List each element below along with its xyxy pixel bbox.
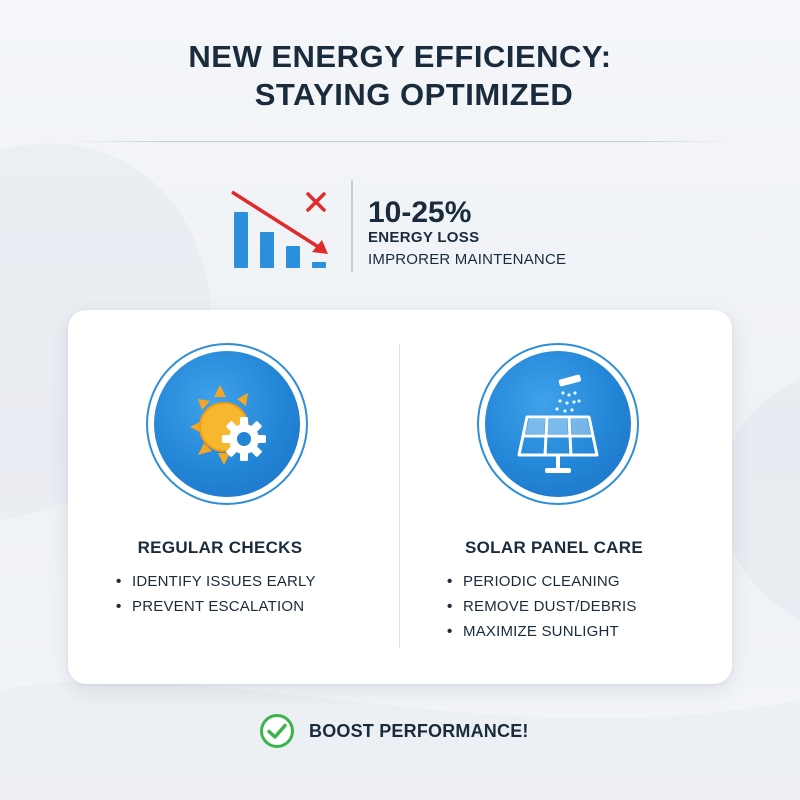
regular-checks-column: REGULAR CHECKS • IDENTIFY ISSUES EARLY • P…: [68, 310, 400, 684]
chart-bar-3: [286, 246, 300, 268]
regular-checks-badge: [146, 343, 308, 505]
chart-bar-1: [234, 212, 248, 268]
solar-panel-care-list: • PERIODIC CLEANING • REMOVE DUST/DEBRIS •…: [447, 573, 637, 648]
solar-panel-cleaning-icon: [485, 351, 631, 497]
water-spray: [555, 391, 580, 412]
title-divider: [70, 141, 730, 142]
declining-bar-chart-icon: [230, 188, 340, 272]
stat-cause: IMPRORER MAINTENANCE: [368, 251, 566, 268]
solar-panel-care-column: SOLAR PANEL CARE • PERIODIC CLEANING • REM…: [400, 310, 732, 684]
chart-bar-2: [260, 232, 274, 268]
panel-base: [545, 468, 571, 473]
bullet: •: [447, 598, 463, 616]
stat-label: ENERGY LOSS: [368, 229, 479, 246]
check-circle-icon: [259, 713, 295, 749]
bullet: •: [447, 623, 463, 641]
energy-loss-stat: 10-25% ENERGY LOSS IMPRORER MAINTENANCE: [222, 180, 582, 280]
solar-panel-care-badge: [477, 343, 639, 505]
gear-icon: [222, 417, 266, 461]
page-title: NEW ENERGY EFFICIENCY: STAYING OPTIMIZED: [0, 38, 800, 114]
bullet: •: [447, 573, 463, 591]
list-item: • MAXIMIZE SUNLIGHT: [447, 623, 637, 648]
trend-arrow-head: [312, 240, 328, 254]
chart-bar-4: [312, 262, 326, 268]
bullet: •: [116, 598, 132, 616]
x-mark-icon: [308, 194, 324, 210]
sun-gear-icon: [154, 351, 300, 497]
regular-checks-heading: REGULAR CHECKS: [54, 538, 386, 558]
boost-performance-text: BOOST PERFORMANCE!: [309, 721, 529, 742]
page-title-line-2: STAYING OPTIMIZED: [0, 76, 800, 114]
stat-value: 10-25%: [368, 196, 471, 230]
spray-nozzle: [558, 374, 581, 386]
tips-card: REGULAR CHECKS • IDENTIFY ISSUES EARLY • P…: [68, 310, 732, 684]
list-item: • PERIODIC CLEANING: [447, 573, 637, 598]
list-item: • PREVENT ESCALATION: [116, 598, 316, 623]
stat-divider: [351, 180, 353, 272]
bullet: •: [116, 573, 132, 591]
list-item: • REMOVE DUST/DEBRIS: [447, 598, 637, 623]
list-item: • IDENTIFY ISSUES EARLY: [116, 573, 316, 598]
solar-panel-care-heading: SOLAR PANEL CARE: [388, 538, 720, 558]
page-title-line-1: NEW ENERGY EFFICIENCY:: [0, 38, 800, 76]
regular-checks-list: • IDENTIFY ISSUES EARLY • PREVENT ESCALATI…: [116, 573, 316, 623]
